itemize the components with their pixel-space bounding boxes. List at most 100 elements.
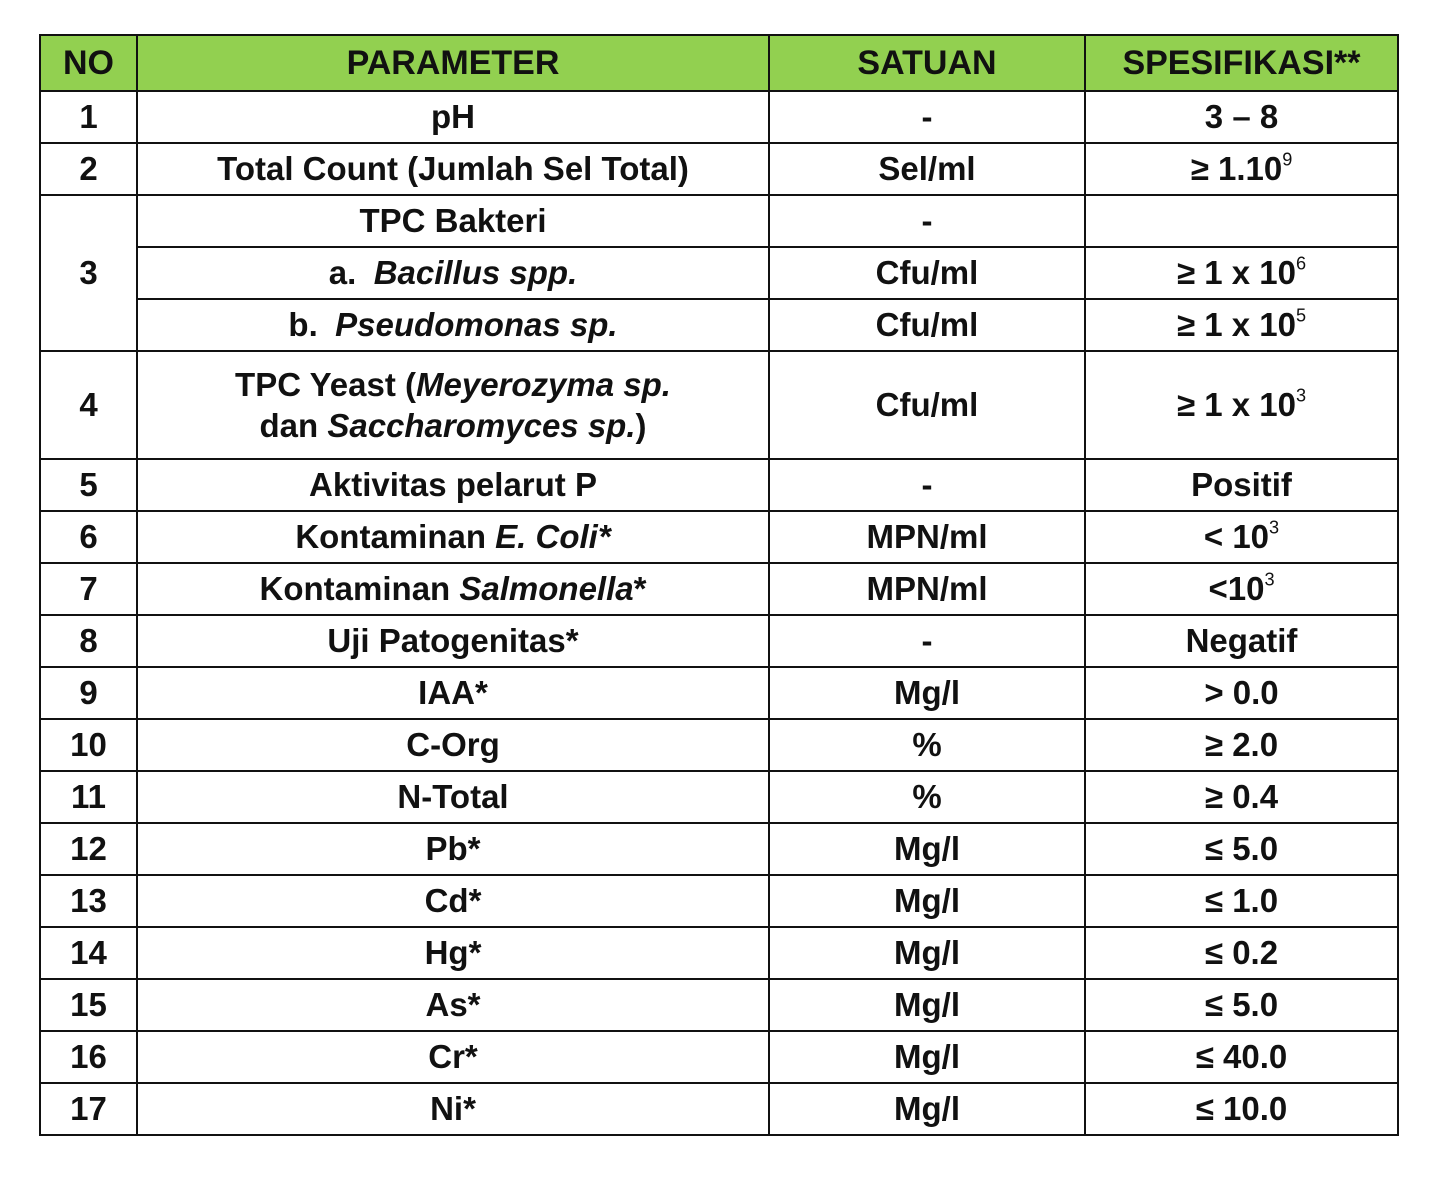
row-no: 11 — [39, 770, 138, 824]
spec-base: <10 — [1208, 570, 1265, 608]
row-no: 17 — [39, 1082, 138, 1136]
row-spesifikasi: ≤ 0.2 — [1084, 926, 1399, 980]
row-satuan: - — [768, 458, 1086, 512]
row-satuan: Sel/ml — [768, 142, 1086, 196]
header-satuan: SATUAN — [768, 34, 1086, 92]
table-row: 6 Kontaminan E. Coli* MPN/ml < 103 — [39, 510, 1399, 564]
spec-base: ≥ 1.10 — [1190, 150, 1283, 188]
row-satuan: Mg/l — [768, 926, 1086, 980]
organism-name: Salmonella — [459, 570, 634, 608]
row-satuan: Mg/l — [768, 666, 1086, 720]
row-spesifikasi: ≥ 1.109 — [1084, 142, 1399, 196]
table-row: 4 TPC Yeast (Meyerozyma sp. dan Saccharo… — [39, 350, 1399, 460]
row-parameter: pH — [136, 90, 770, 144]
row-spesifikasi: < 103 — [1084, 510, 1399, 564]
row-satuan: % — [768, 770, 1086, 824]
row-parameter: Cr* — [136, 1030, 770, 1084]
row-satuan: Mg/l — [768, 874, 1086, 928]
sub-prefix: a. — [328, 254, 357, 292]
table-row: 15 As* Mg/l ≤ 5.0 — [39, 978, 1399, 1032]
param-suffix: * — [633, 570, 647, 608]
table-row-sub: b. Pseudomonas sp. Cfu/ml ≥ 1 x 105 — [40, 298, 1399, 352]
table-row: 2 Total Count (Jumlah Sel Total) Sel/ml … — [39, 142, 1399, 196]
row-parameter: Total Count (Jumlah Sel Total) — [136, 142, 770, 196]
row-no: 13 — [39, 874, 138, 928]
row-spesifikasi: ≥ 2.0 — [1084, 718, 1399, 772]
row-parameter: Kontaminan E. Coli* — [136, 510, 770, 564]
row-no: 2 — [39, 142, 138, 196]
table-row: 11 N-Total % ≥ 0.4 — [39, 770, 1399, 824]
row-satuan: Mg/l — [768, 1030, 1086, 1084]
row-no: 3 — [39, 194, 138, 352]
header-no: NO — [39, 34, 138, 92]
row-spesifikasi: ≤ 5.0 — [1084, 822, 1399, 876]
row-satuan: - — [768, 614, 1086, 668]
row-spesifikasi: > 0.0 — [1084, 666, 1399, 720]
param-text: TPC Yeast ( — [235, 365, 416, 403]
table-row: 1 pH - 3 – 8 — [39, 90, 1399, 144]
row-satuan: MPN/ml — [768, 562, 1086, 616]
spec-exponent: 5 — [1295, 305, 1307, 326]
row-spesifikasi: ≤ 40.0 — [1084, 1030, 1399, 1084]
row-satuan: - — [768, 194, 1086, 248]
organism-name: E. Coli* — [495, 518, 611, 556]
table-row: 5 Aktivitas pelarut P - Positif — [39, 458, 1399, 512]
row-spesifikasi: ≤ 1.0 — [1084, 874, 1399, 928]
row-parameter: As* — [136, 978, 770, 1032]
organism-name: Bacillus spp. — [373, 254, 578, 292]
row-satuan: MPN/ml — [768, 510, 1086, 564]
table-row: 9 IAA* Mg/l > 0.0 — [39, 666, 1399, 720]
row-spesifikasi: ≤ 5.0 — [1084, 978, 1399, 1032]
row-satuan: Cfu/ml — [768, 298, 1086, 352]
table-row: 8 Uji Patogenitas* - Negatif — [39, 614, 1399, 668]
row-parameter: TPC Bakteri — [136, 194, 770, 248]
param-line-2: dan Saccharomyces sp.) — [142, 405, 764, 446]
spec-base: ≥ 1 x 10 — [1176, 386, 1296, 424]
row-satuan: Mg/l — [768, 1082, 1086, 1136]
header-row: NO PARAMETER SATUAN SPESIFIKASI** — [39, 34, 1399, 92]
row-satuan: Mg/l — [768, 978, 1086, 1032]
spec-exponent: 3 — [1269, 517, 1280, 538]
row-spesifikasi: ≥ 1 x 103 — [1084, 350, 1399, 460]
spec-exponent: 6 — [1295, 253, 1307, 274]
row-no: 12 — [39, 822, 138, 876]
row-parameter: Ni* — [136, 1082, 770, 1136]
table-row: 12 Pb* Mg/l ≤ 5.0 — [39, 822, 1399, 876]
sub-prefix: b. — [288, 306, 318, 344]
row-no: 8 — [39, 614, 138, 668]
param-text: Kontaminan — [295, 518, 496, 556]
spec-exponent: 9 — [1282, 149, 1293, 170]
row-no: 14 — [39, 926, 138, 980]
row-spesifikasi: 3 – 8 — [1084, 90, 1399, 144]
row-spesifikasi: ≥ 1 x 105 — [1084, 298, 1399, 352]
spec-base: ≥ 1 x 10 — [1176, 306, 1296, 344]
table-row: 10 C-Org % ≥ 2.0 — [39, 718, 1399, 772]
param-text: ) — [635, 407, 647, 444]
row-no: 9 — [39, 666, 138, 720]
organism-name: Meyerozyma sp. — [416, 365, 671, 403]
table-row: 13 Cd* Mg/l ≤ 1.0 — [39, 874, 1399, 928]
row-spesifikasi: Positif — [1084, 458, 1399, 512]
row-spesifikasi: <103 — [1084, 562, 1399, 616]
row-no: 6 — [39, 510, 138, 564]
table-row: 14 Hg* Mg/l ≤ 0.2 — [39, 926, 1399, 980]
row-no: 4 — [39, 350, 138, 460]
spec-base: ≥ 1 x 10 — [1176, 254, 1296, 292]
row-parameter: Aktivitas pelarut P — [136, 458, 770, 512]
row-spesifikasi: ≤ 10.0 — [1084, 1082, 1399, 1136]
param-text: Kontaminan — [259, 570, 460, 608]
spec-base: < 10 — [1203, 518, 1270, 556]
param-text: dan — [259, 407, 328, 444]
row-no: 1 — [39, 90, 138, 144]
row-parameter: C-Org — [136, 718, 770, 772]
row-spesifikasi: ≥ 0.4 — [1084, 770, 1399, 824]
row-satuan: Cfu/ml — [768, 350, 1086, 460]
row-parameter: Hg* — [136, 926, 770, 980]
spec-exponent: 3 — [1295, 385, 1307, 406]
row-parameter: TPC Yeast (Meyerozyma sp. dan Saccharomy… — [136, 350, 770, 460]
spec-exponent: 3 — [1264, 569, 1275, 590]
specification-table: NO PARAMETER SATUAN SPESIFIKASI** 1 pH -… — [39, 34, 1399, 1136]
row-satuan: % — [768, 718, 1086, 772]
organism-name: Pseudomonas sp. — [335, 306, 618, 344]
header-parameter: PARAMETER — [136, 34, 770, 92]
